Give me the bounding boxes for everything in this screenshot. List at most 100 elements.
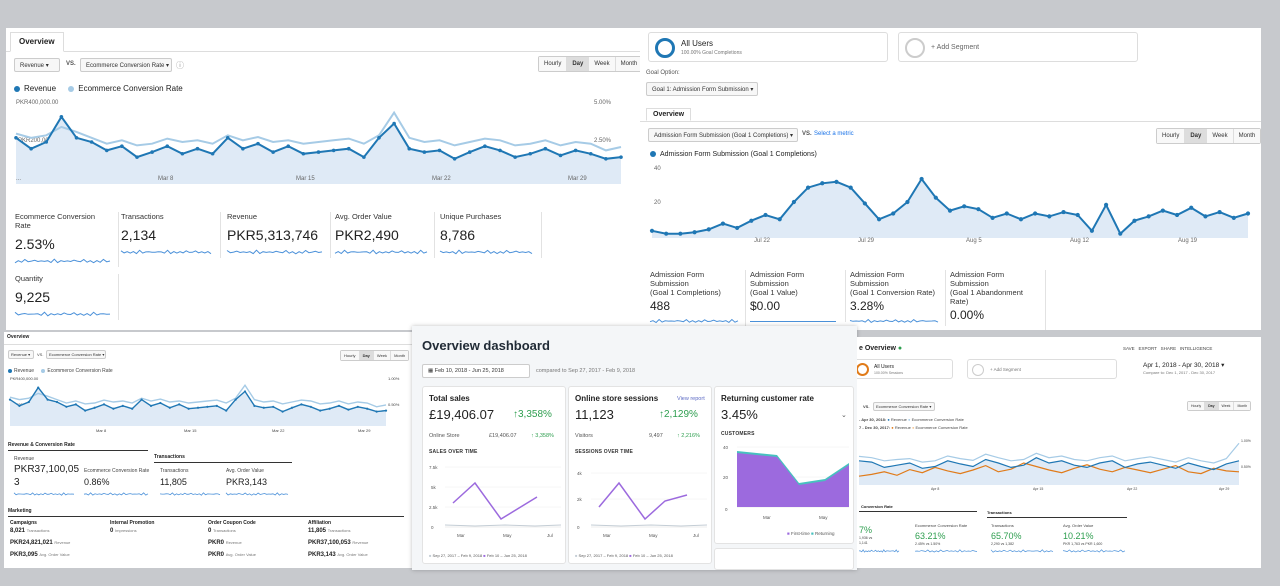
metric-select[interactable]: Admission Form Submission (Goal 1 Comple… [648, 128, 798, 142]
y-tick-right: 0.50% [388, 402, 400, 407]
period-day[interactable]: Day [1184, 129, 1207, 143]
compare-select[interactable]: Ecommerce Conversion Rate ▾ [46, 350, 106, 359]
row-change: ↑ 3,358% [531, 433, 554, 439]
legend-dot: ● [908, 417, 911, 422]
metric-goal-abandonment-rate[interactable]: Admission Form Submission (Goal 1 Abando… [950, 270, 1046, 330]
chart-point [483, 144, 487, 148]
sessions-over-time-chart [590, 472, 708, 528]
y-tick: 0 [725, 507, 728, 512]
period-week[interactable]: Week [1217, 402, 1234, 410]
save-button[interactable]: SAVE [1123, 346, 1135, 351]
metric-goal-completions[interactable]: Admission Form Submission (Goal 1 Comple… [649, 270, 746, 326]
metric-revenue[interactable]: Revenue PKR5,313,746 [226, 212, 331, 258]
period-selector: Hourly Day Week Month [340, 350, 410, 361]
period-hourly[interactable]: Hourly [1188, 402, 1205, 410]
metric-avg-order-value[interactable]: Avg. Order Value PKR2,490 [334, 212, 435, 258]
segment-all-users[interactable]: All Users 100.00% Sessions [857, 359, 953, 379]
chart-point [375, 410, 378, 413]
legend-swatch-cur: ■ [629, 553, 632, 558]
period-hourly[interactable]: Hourly [341, 351, 359, 360]
conversion-line-current [858, 442, 1240, 464]
period-day[interactable]: Day [358, 351, 373, 360]
chart-point [286, 144, 291, 148]
chart-legend: ■ Sep 27, 2017 – Feb 9, 2018 ■ Feb 10 – … [575, 553, 673, 558]
chart-point [604, 157, 608, 161]
chart-point [309, 405, 312, 408]
period-month[interactable]: Month [1232, 129, 1261, 143]
period-month[interactable]: Month [614, 57, 640, 71]
date-range[interactable]: Apr 1, 2018 - Apr 30, 2018 ▾ [1143, 362, 1225, 369]
mk-head-affiliation: Affiliation [308, 520, 332, 526]
chart-point [210, 151, 215, 156]
period-hourly[interactable]: Hourly [539, 57, 567, 71]
period-hourly[interactable]: Hourly [1157, 129, 1185, 143]
share-button[interactable]: SHARE [1160, 346, 1177, 351]
section-transactions: Transactions [154, 454, 185, 460]
chart-point [452, 157, 457, 161]
segment-sub: 100.00% Goal Completions [681, 50, 742, 56]
tab-overview[interactable]: Overview [646, 108, 692, 121]
metric-ecommerce-conversion-rate[interactable]: Ecommerce Conversion Rate 2.53% [14, 212, 119, 267]
section-divider [859, 511, 977, 512]
tab-overview[interactable]: Overview [7, 334, 30, 340]
period-month[interactable]: Month [1233, 402, 1251, 410]
section-divider [154, 462, 292, 463]
compare-select[interactable]: Ecommerce Conversion Rate ▾ [80, 58, 172, 72]
view-report-link[interactable]: View report [677, 396, 705, 402]
page-title: Overview dashboard [422, 338, 550, 353]
metric-quantity[interactable]: Quantity 9,225 [14, 274, 119, 320]
chevron-down-icon[interactable]: ⌄ [841, 412, 847, 419]
intelligence-button[interactable]: INTELLIGENCE [1179, 346, 1213, 351]
period-day[interactable]: Day [1204, 402, 1218, 410]
chart-point [692, 230, 697, 235]
select-metric-link[interactable]: Select a metric [814, 131, 854, 137]
chart-point [573, 148, 578, 153]
chart-point [262, 406, 265, 409]
chart-point [328, 407, 331, 410]
period-day[interactable]: Day [566, 57, 589, 71]
card-title: Returning customer rate [721, 394, 814, 403]
sparkline [159, 492, 221, 496]
export-button[interactable]: EXPORT [1138, 346, 1157, 351]
x-tick: ... [16, 176, 22, 182]
compare-select[interactable]: Ecommerce Conversion Rate ▾ [873, 402, 935, 411]
metric-select[interactable]: Revenue ▾ [14, 58, 60, 72]
metric-goal-value[interactable]: Admission Form Submission (Goal 1 Value)… [750, 270, 846, 322]
add-segment-button[interactable]: + Add Segment [898, 32, 1138, 62]
tab-bar: Overview [4, 332, 412, 345]
chart-point [18, 404, 21, 407]
legend-current: - Apr 30, 2018: ● Revenue ● Ecommerce Co… [859, 417, 964, 422]
sparkline [83, 492, 149, 496]
section-transactions: Transactions [987, 510, 1012, 515]
y-tick: 7.5k [429, 465, 438, 470]
ecr-value: 0.86% [84, 477, 110, 487]
metric-unique-purchases[interactable]: Unique Purchases 8,786 [439, 212, 542, 258]
ecr-sub: 2.45% vs 1.50% [915, 542, 941, 546]
tab-overview[interactable]: Overview [10, 32, 64, 52]
metric-goal-conversion-rate[interactable]: Admission Form Submission (Goal 1 Conver… [849, 270, 946, 326]
add-segment-button[interactable]: + Add Segment [967, 359, 1117, 379]
chart-point [195, 146, 200, 151]
chevron-down-icon: ▾ [1221, 362, 1225, 369]
shopify-overview-dashboard: Overview dashboard ▦ Feb 10, 2018 - Jun … [412, 326, 857, 570]
chart-point [919, 176, 924, 182]
period-week[interactable]: Week [588, 57, 615, 71]
chart-point [1231, 215, 1236, 220]
period-week[interactable]: Week [372, 351, 391, 360]
segment-all-users[interactable]: All Users 100.00% Goal Completions [648, 32, 888, 62]
period-week[interactable]: Week [1206, 129, 1233, 143]
y-tick-left: PKR200,000.00 [18, 138, 61, 144]
row-change: ↑ 2,216% [677, 433, 700, 439]
goal-select[interactable]: Goal 1: Admission Form Submission ▾ [646, 82, 758, 96]
transactions-sub: 2,290 vs 1,382 [991, 542, 1014, 546]
metric-select[interactable]: Revenue ▾ [8, 350, 34, 359]
previous-period-line [444, 524, 562, 527]
period-month[interactable]: Month [390, 351, 409, 360]
y-tick: 0 [431, 525, 434, 530]
date-range-picker[interactable]: ▦ Feb 10, 2018 - Jun 25, 2018 [422, 364, 530, 378]
metric-transactions[interactable]: Transactions 2,134 [120, 212, 221, 258]
revenue-line-chart [14, 110, 623, 184]
chart-point [649, 228, 655, 233]
metric-value: 9,225 [15, 289, 51, 305]
metric-label: Ecommerce Conversion Rate [15, 212, 96, 230]
